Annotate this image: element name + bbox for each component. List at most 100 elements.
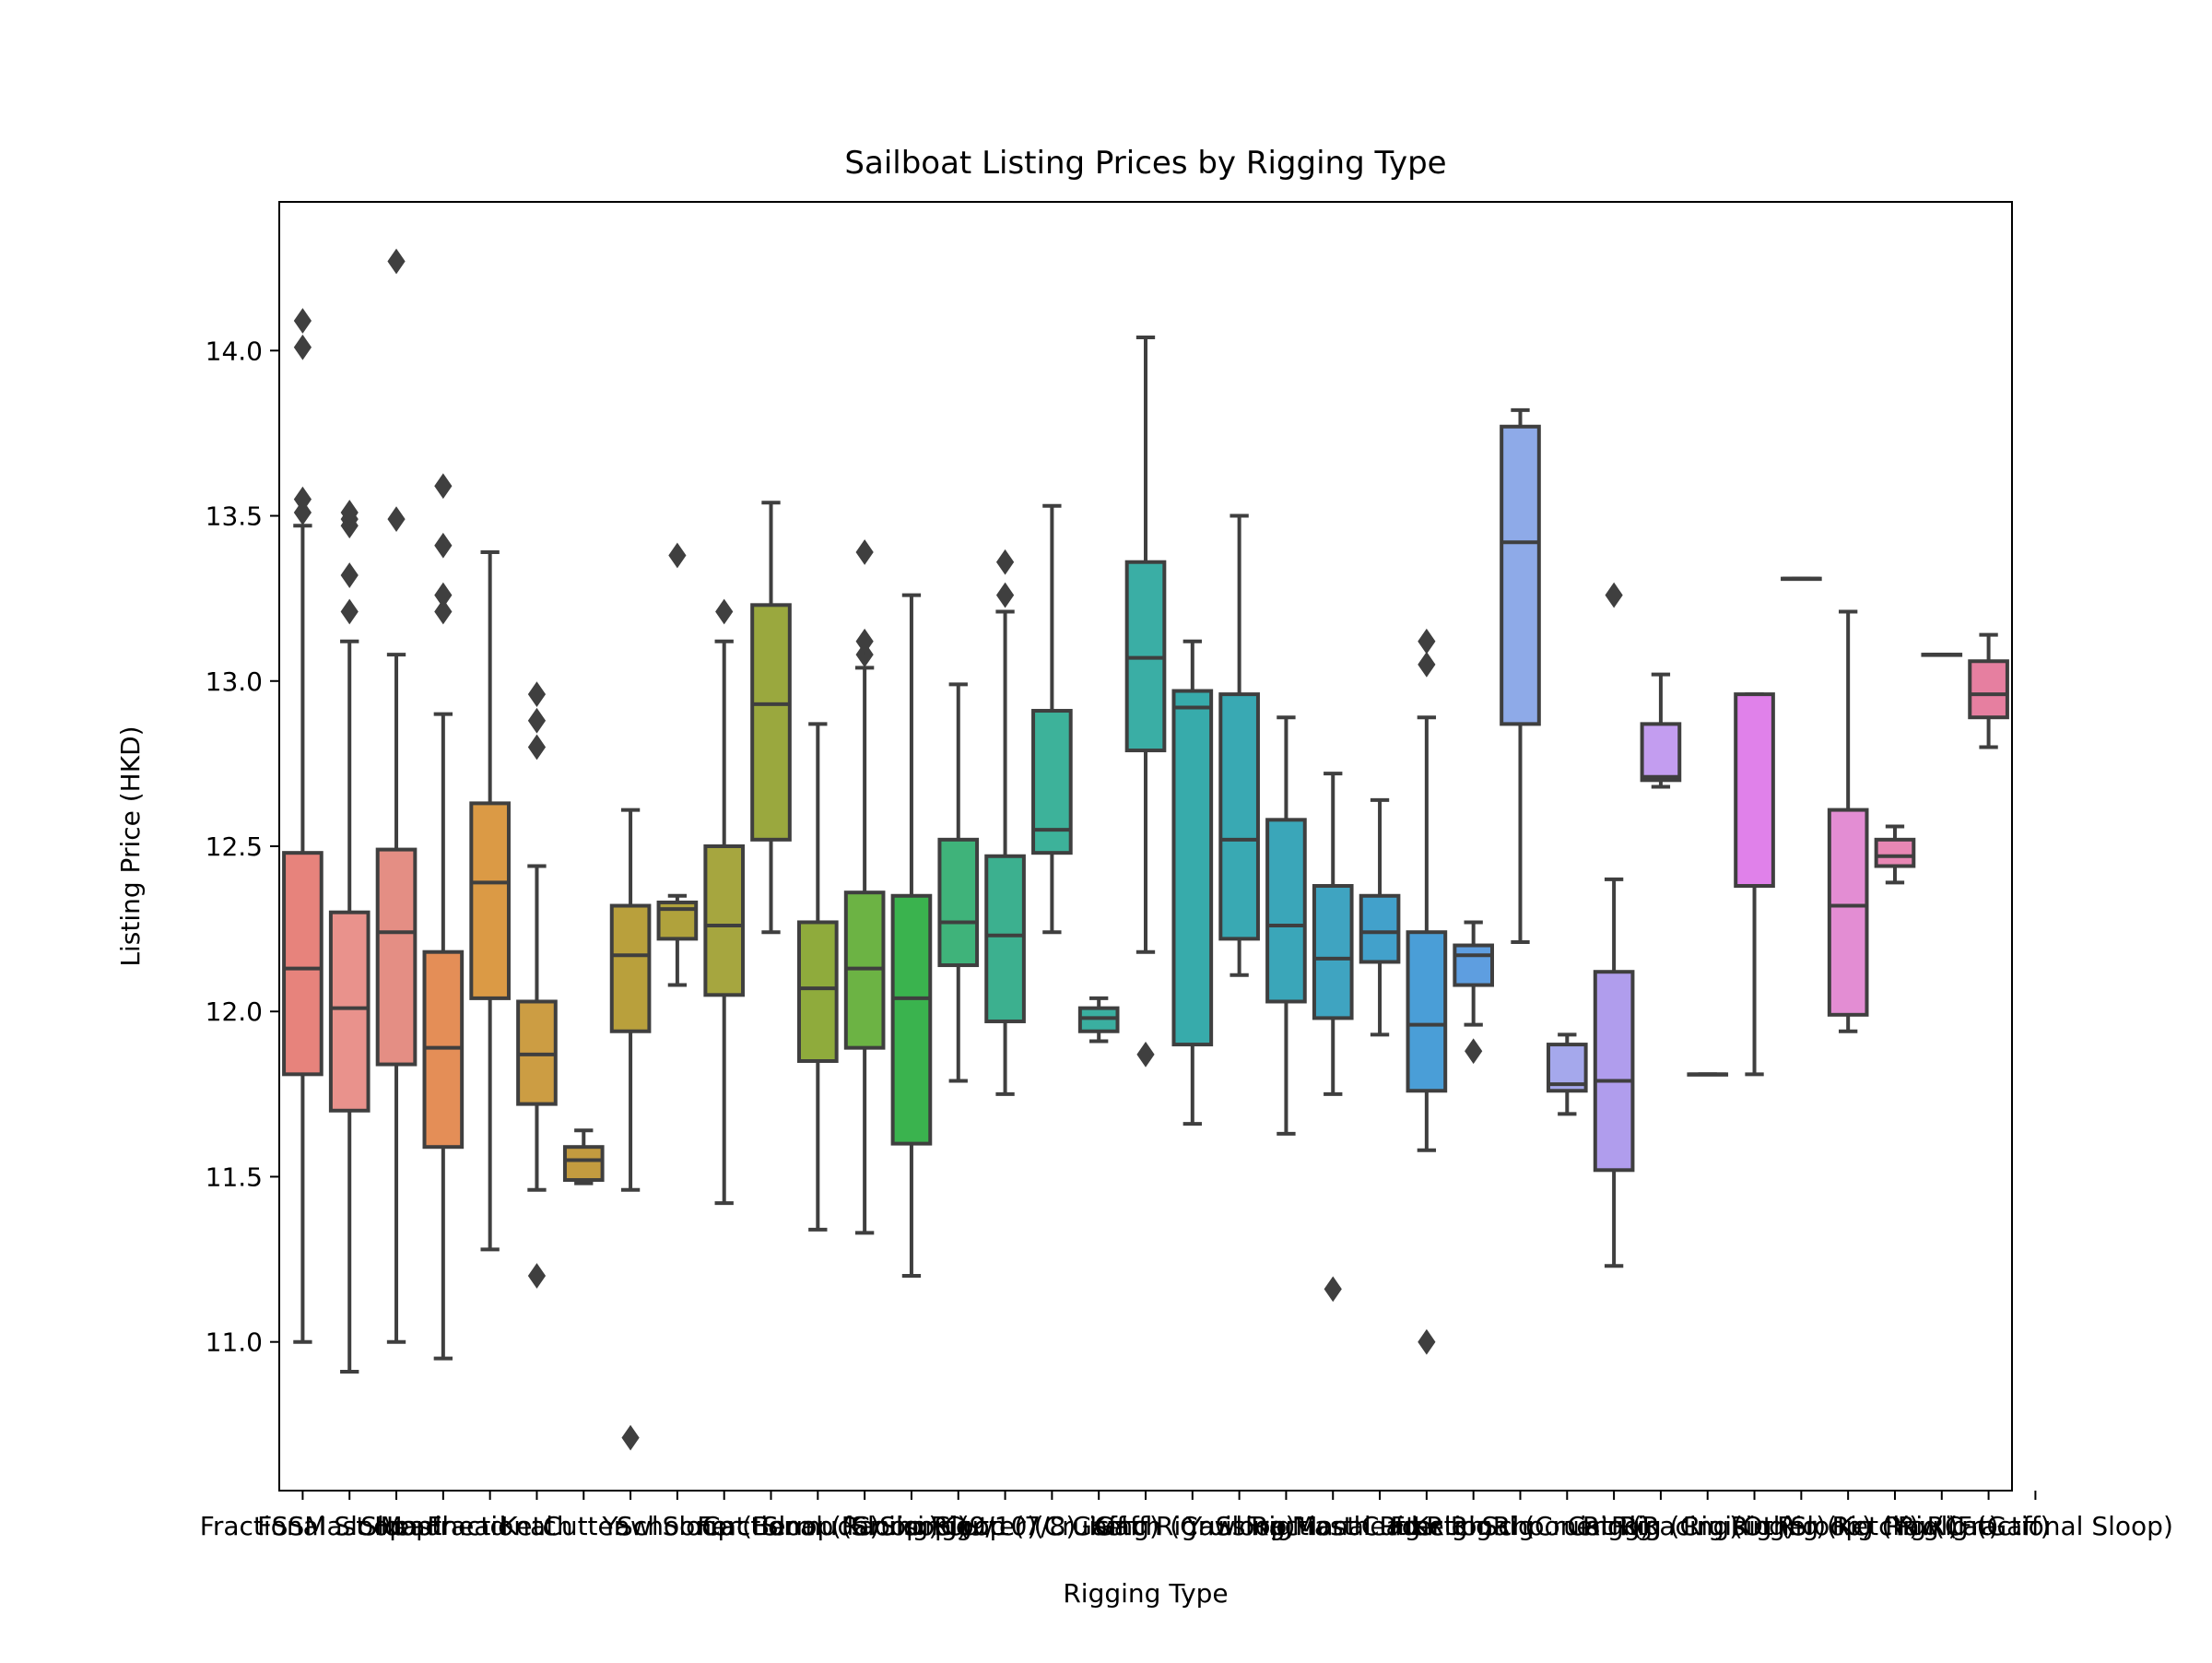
- x-tick-label: Cutter: [543, 1511, 624, 1541]
- box-group: [937, 682, 980, 1083]
- box-group: [1124, 335, 1167, 1067]
- outlier-point: [293, 486, 312, 513]
- box-group: [609, 808, 652, 1451]
- x-tick-label: Rig (Cat): [1885, 1511, 1998, 1541]
- x-tick-label: Rig (Racing): [1583, 1511, 1739, 1541]
- outlier-point: [855, 628, 874, 655]
- box: [1359, 893, 1401, 964]
- y-tick-label: 11.5: [206, 1162, 263, 1192]
- outlier-point: [1465, 1038, 1483, 1065]
- x-tick-label: Sloop: [360, 1511, 432, 1541]
- box-group: [1312, 772, 1354, 1303]
- x-tick-label: Fractional (Cruising): [1391, 1511, 1651, 1541]
- outlier-point: [387, 506, 406, 533]
- x-tick-label: Ketch (Cruising): [1089, 1511, 1296, 1541]
- y-tick-label: 14.0: [206, 336, 263, 366]
- outlier-point: [527, 707, 547, 734]
- outlier-point: [1418, 651, 1436, 678]
- outlier-point: [1136, 1041, 1155, 1067]
- x-tick-label: Rig (Sloop): [1731, 1511, 1872, 1541]
- box: [469, 801, 511, 1000]
- outlier-point: [527, 1263, 547, 1289]
- box: [937, 837, 980, 968]
- box-group: [984, 548, 1026, 1096]
- x-tick-label: Cat: [702, 1511, 747, 1541]
- box-group: [328, 500, 371, 1374]
- box: [1265, 818, 1307, 1004]
- x-tick-label: Sloop (9/10): [879, 1511, 1037, 1541]
- x-tick-label: Schooner: [617, 1511, 738, 1541]
- box: [1827, 808, 1869, 1017]
- box: [1312, 884, 1354, 1020]
- x-axis-label: Rigging Type: [1063, 1578, 1228, 1609]
- box-group: [1781, 576, 1822, 582]
- x-tick-label: Gaff Rig: [1094, 1511, 1197, 1541]
- x-tick-label: Cutter Rig: [1361, 1511, 1492, 1541]
- y-axis-label: Listing Price (HKD): [115, 725, 146, 966]
- x-tick-label: Ketch Rig: [1413, 1511, 1535, 1541]
- outlier-point: [527, 681, 547, 707]
- box-group: [1359, 797, 1401, 1037]
- x-tick-label: Ketch: [500, 1511, 572, 1541]
- box-group: [1640, 672, 1682, 789]
- box-group: [1031, 503, 1073, 935]
- x-tick-label: Gaff: [1072, 1511, 1126, 1541]
- box: [328, 910, 371, 1113]
- box: [1500, 424, 1541, 726]
- outlier-point: [995, 582, 1015, 608]
- box-group: [1593, 582, 1635, 1268]
- box-group: [1874, 824, 1916, 885]
- outlier-point: [1418, 1328, 1436, 1355]
- box-group: [703, 598, 746, 1206]
- outlier-point: [387, 248, 406, 275]
- x-tick-label: Masthead: [380, 1511, 506, 1541]
- x-tick-label: Fractional (Racing): [697, 1511, 938, 1541]
- outlier-point: [340, 500, 359, 525]
- box-group: [1968, 632, 2009, 749]
- box-group: [750, 501, 792, 935]
- box: [282, 851, 324, 1077]
- box-group: [1827, 609, 1869, 1033]
- outlier-point: [340, 562, 359, 588]
- plot-area: [282, 248, 2009, 1451]
- x-tick-label: FSSMast Head: [257, 1511, 441, 1541]
- x-tick-label: Rig (Gaff): [1927, 1511, 2051, 1541]
- box: [609, 903, 652, 1033]
- box: [984, 854, 1026, 1023]
- x-tick-label: Sloop (7/8): [935, 1511, 1076, 1541]
- box-group: [1734, 692, 1775, 1077]
- box-group: [516, 681, 558, 1289]
- x-tick-label: Sloop Rig: [851, 1511, 972, 1541]
- x-tick-label: Fractional Rig: [1245, 1511, 1421, 1541]
- box: [797, 920, 839, 1064]
- outlier-point: [293, 500, 312, 525]
- x-tick-label: Rig (Other): [1683, 1511, 1826, 1541]
- outlier-point: [434, 473, 453, 500]
- outlier-point: [668, 542, 687, 569]
- box: [1640, 722, 1682, 783]
- outlier-point: [293, 334, 312, 360]
- box-group: [469, 549, 511, 1252]
- x-tick-label: Cat Rig: [1567, 1511, 1661, 1541]
- box: [1171, 689, 1214, 1047]
- box-group: [375, 248, 418, 1344]
- outlier-point: [621, 1424, 640, 1451]
- chart-title: Sailboat Listing Prices by Rigging Type: [844, 145, 1446, 182]
- box: [1874, 837, 1916, 868]
- x-tick-label: Masthead Rig: [1292, 1511, 1468, 1541]
- x-tick-label: Yawl Rig: [1185, 1511, 1292, 1541]
- box: [1406, 930, 1448, 1093]
- box-group: [843, 539, 886, 1235]
- outlier-point: [1605, 582, 1623, 608]
- box: [750, 603, 792, 842]
- x-tick-label: Yawl: [602, 1511, 659, 1541]
- box-group: [890, 593, 933, 1278]
- x-tick-label: Fractional Sloop: [200, 1511, 406, 1541]
- box: [703, 844, 746, 997]
- box-group: [1171, 639, 1214, 1126]
- box: [1593, 970, 1635, 1173]
- box-group: [282, 308, 324, 1344]
- outlier-point: [434, 598, 453, 625]
